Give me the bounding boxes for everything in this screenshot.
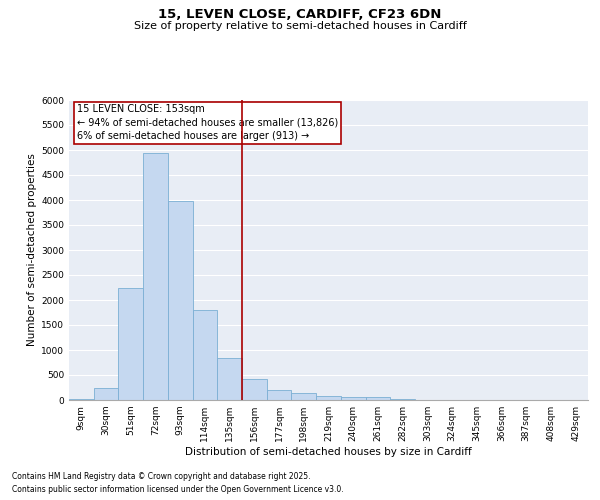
Bar	[193, 310, 217, 400]
Text: Contains HM Land Registry data © Crown copyright and database right 2025.: Contains HM Land Registry data © Crown c…	[12, 472, 311, 481]
Bar	[267, 390, 292, 400]
X-axis label: Distribution of semi-detached houses by size in Cardiff: Distribution of semi-detached houses by …	[185, 447, 472, 457]
Text: Size of property relative to semi-detached houses in Cardiff: Size of property relative to semi-detach…	[134, 21, 466, 31]
Bar	[217, 358, 242, 400]
Bar	[118, 288, 143, 400]
Bar	[341, 396, 365, 400]
Bar	[316, 396, 341, 400]
Bar	[69, 399, 94, 400]
Text: 15, LEVEN CLOSE, CARDIFF, CF23 6DN: 15, LEVEN CLOSE, CARDIFF, CF23 6DN	[158, 8, 442, 20]
Bar	[242, 379, 267, 400]
Text: 15 LEVEN CLOSE: 153sqm
← 94% of semi-detached houses are smaller (13,826)
6% of : 15 LEVEN CLOSE: 153sqm ← 94% of semi-det…	[77, 104, 338, 141]
Bar	[143, 152, 168, 400]
Bar	[390, 398, 415, 400]
Bar	[292, 392, 316, 400]
Bar	[365, 397, 390, 400]
Bar	[168, 201, 193, 400]
Y-axis label: Number of semi-detached properties: Number of semi-detached properties	[27, 154, 37, 346]
Bar	[94, 388, 118, 400]
Text: Contains public sector information licensed under the Open Government Licence v3: Contains public sector information licen…	[12, 485, 344, 494]
